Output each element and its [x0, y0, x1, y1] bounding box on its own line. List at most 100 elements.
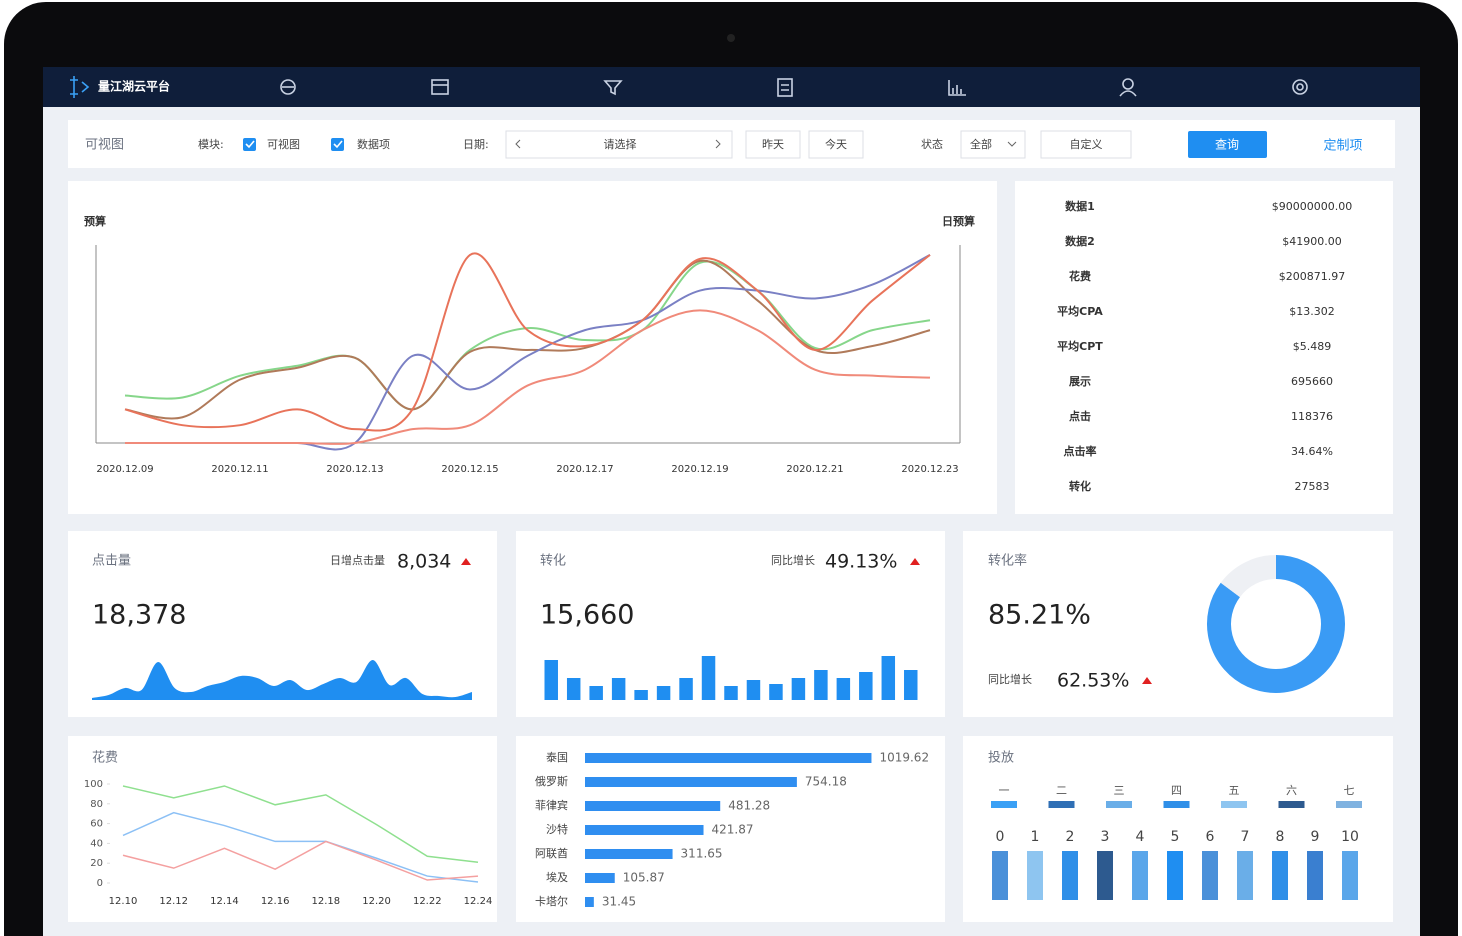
stat-value: 118376 [1291, 410, 1333, 423]
chevrons [515, 139, 721, 149]
category-label: 菲律宾 [535, 798, 568, 812]
x-tick-label: 2020.12.23 [901, 464, 958, 475]
link[interactable]: 定制项 [1323, 139, 1362, 154]
bar [585, 753, 872, 763]
bar [859, 672, 873, 700]
bar [769, 684, 783, 700]
line [122, 840, 479, 881]
day-label: 三 [1114, 784, 1125, 797]
stat-label: 花费 [1069, 269, 1091, 283]
slot-label: 2 [1066, 829, 1075, 845]
donut-segment [1207, 555, 1345, 693]
stat-value: $5.489 [1293, 340, 1332, 353]
x-tick-label: 2020.12.09 [96, 464, 153, 475]
day-label: 四 [1171, 784, 1182, 797]
bar [585, 777, 797, 787]
value-label: 311.65 [681, 847, 723, 861]
bar [585, 849, 673, 859]
camera [727, 34, 735, 42]
check [333, 140, 343, 149]
line [124, 252, 931, 432]
day-label: 七 [1344, 784, 1355, 797]
checkbox-label: 可视图 [267, 137, 300, 151]
checkbox[interactable] [243, 138, 256, 151]
bar [589, 686, 603, 700]
stat-value: 695660 [1291, 375, 1333, 388]
checkbox-label: 数据项 [357, 137, 390, 151]
query-button[interactable] [1188, 131, 1267, 158]
value-label: 754.18 [805, 775, 847, 789]
bar [904, 670, 918, 700]
value-label: 105.87 [623, 871, 665, 885]
card-sub-value: 62.53% [1057, 670, 1129, 692]
stat-label: 展示 [1068, 375, 1091, 388]
x-tick-label: 2020.12.15 [441, 464, 498, 475]
bar [585, 897, 594, 907]
button-label: 昨天 [762, 138, 784, 151]
line [122, 785, 479, 863]
button[interactable] [1040, 130, 1132, 159]
label: 日期: [463, 138, 489, 151]
stat-label: 点击 [1069, 409, 1091, 423]
bar [836, 678, 851, 700]
checkbox[interactable] [331, 138, 344, 151]
up-arrow [1142, 677, 1152, 684]
button-label: 今天 [825, 137, 847, 151]
bar [746, 680, 761, 700]
slot-bar [1027, 851, 1043, 900]
slot-bar [1132, 851, 1148, 900]
day-marker [1163, 801, 1190, 808]
day-marker [1278, 801, 1305, 808]
x-tick-label: 12.14 [210, 896, 239, 907]
y-axis-label: 预算 [84, 214, 106, 228]
day-marker [1336, 801, 1362, 808]
category-label: 沙特 [546, 822, 568, 836]
stat-value: $41900.00 [1282, 235, 1342, 248]
day-marker [1048, 801, 1075, 808]
category-label: 埃及 [546, 870, 568, 884]
bar [791, 678, 806, 700]
select-value: 全部 [970, 137, 992, 151]
value-label: 421.87 [712, 823, 754, 837]
card-title: 转化 [540, 554, 566, 569]
y2-axis-label: 日预算 [942, 214, 975, 228]
bar [679, 678, 693, 700]
panel [1015, 181, 1393, 514]
card-sub-label: 日增点击量 [330, 553, 385, 567]
select[interactable] [960, 130, 1026, 159]
bar [634, 690, 648, 700]
card-main: 15,660 [540, 600, 634, 631]
button[interactable] [745, 130, 801, 159]
bar [701, 656, 716, 700]
slot-label: 9 [1311, 829, 1320, 845]
date-picker[interactable] [505, 130, 733, 159]
slot-bar [1237, 851, 1253, 900]
x-tick-label: 12.18 [312, 896, 341, 907]
card-title: 点击量 [92, 554, 131, 569]
x-tick-label: 2020.12.21 [786, 464, 843, 475]
value-label: 1019.62 [879, 751, 929, 765]
card-main: 85.21% [988, 600, 1091, 631]
toolbar-title: 可视图 [85, 138, 124, 153]
card-sub-label: 同比增长 [988, 672, 1032, 686]
category-label: 俄罗斯 [535, 775, 568, 788]
bar [724, 686, 738, 700]
chevron [1007, 141, 1017, 147]
nav-bar [43, 67, 1420, 107]
card-main: 18,378 [92, 600, 186, 631]
stat-value: 34.64% [1291, 445, 1333, 458]
button[interactable] [808, 130, 864, 159]
slot-bar [1097, 851, 1113, 900]
stat-label: 数据1 [1065, 199, 1095, 213]
slot-bar [1167, 851, 1183, 900]
stat-label: 平均CPT [1057, 339, 1103, 353]
slot-bar [1062, 851, 1078, 900]
line [122, 811, 479, 883]
y-tick-label: 20 [90, 858, 103, 869]
x-tick-label: 12.12 [159, 896, 188, 907]
x-tick-label: 12.10 [109, 896, 138, 907]
value-label: 31.45 [602, 895, 636, 909]
category-label: 卡塔尔 [535, 895, 568, 908]
nav-icons [70, 76, 1308, 98]
